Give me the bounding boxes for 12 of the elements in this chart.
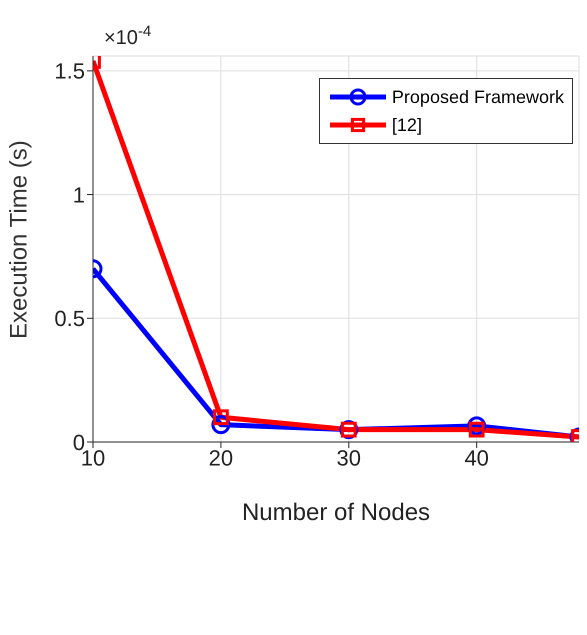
y-tick-label: 1.5 [54, 58, 85, 84]
x-tick-label: 40 [464, 446, 489, 471]
y-axis-title: Execution Time (s) [6, 140, 33, 339]
point [468, 422, 485, 438]
x-axis-title: Number of Nodes [242, 499, 430, 526]
text: ×10$^{-4}$ [104, 22, 152, 49]
y-tick-label: 1 [72, 182, 85, 208]
x-tick-label: 30 [336, 446, 362, 471]
y-tick-label: 0.5 [54, 306, 85, 332]
x-tick-label: 20 [208, 446, 234, 471]
legend-label: [12] [392, 114, 422, 136]
legend-label: Proposed Framework [392, 86, 564, 108]
